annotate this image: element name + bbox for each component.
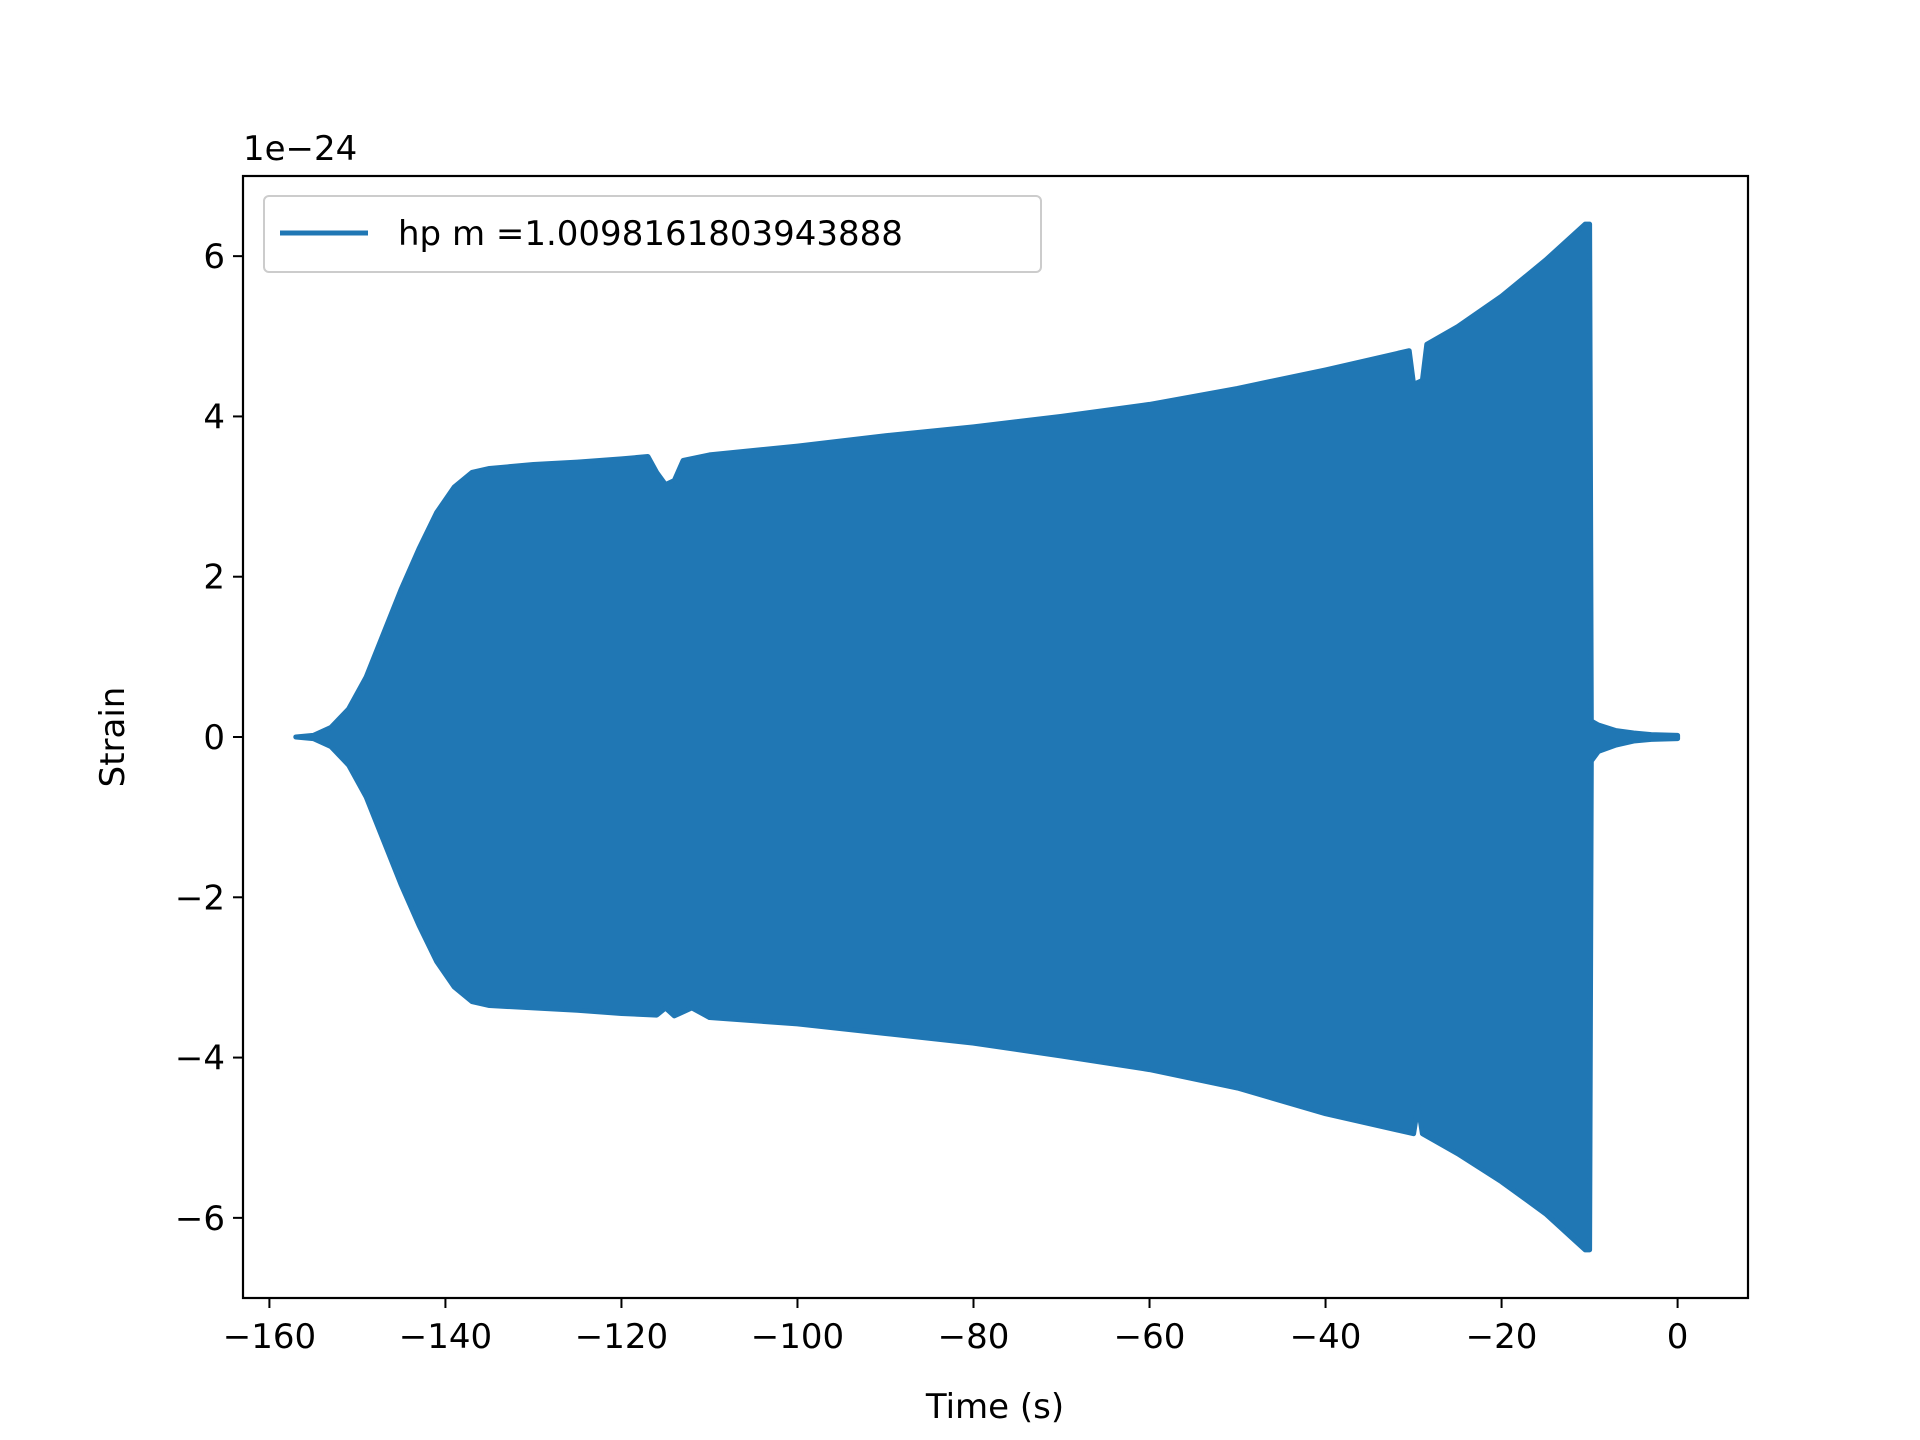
y-tick-label: −4 [175,1039,225,1079]
x-tick-label: −40 [1290,1317,1362,1357]
x-tick-label: −120 [575,1317,668,1357]
legend-label: hp m =1.0098161803943888 [398,214,903,254]
x-tick-label: −160 [223,1317,316,1357]
y-axis-ticks: −6 −4 −2 0 2 4 6 [175,237,243,1239]
plot-frame [241,174,1750,1300]
y-tick-label: 4 [203,397,225,437]
y-tick-label: −6 [175,1199,225,1239]
series-line-0 [293,221,1681,1253]
x-axis-ticks: −160 −140 −120 −100 −80 −60 −40 −20 0 [223,1298,1689,1357]
x-tick-label: −60 [1114,1317,1186,1357]
legend: hp m =1.0098161803943888 [263,195,1042,273]
x-tick-label: −20 [1466,1317,1538,1357]
x-tick-label: −100 [751,1317,844,1357]
legend-box [263,195,1042,273]
series-layer [293,221,1681,1253]
y-tick-label: 2 [203,558,225,598]
y-axis-label: Strain [93,687,133,788]
y-offset-label: 1e−24 [243,129,357,169]
x-tick-label: 0 [1667,1317,1689,1357]
y-tick-label: 0 [203,718,225,758]
y-tick-label: −2 [175,878,225,918]
x-tick-label: −140 [399,1317,492,1357]
x-axis-label: Time (s) [925,1387,1064,1427]
y-tick-label: 6 [203,237,225,277]
x-tick-label: −80 [938,1317,1010,1357]
